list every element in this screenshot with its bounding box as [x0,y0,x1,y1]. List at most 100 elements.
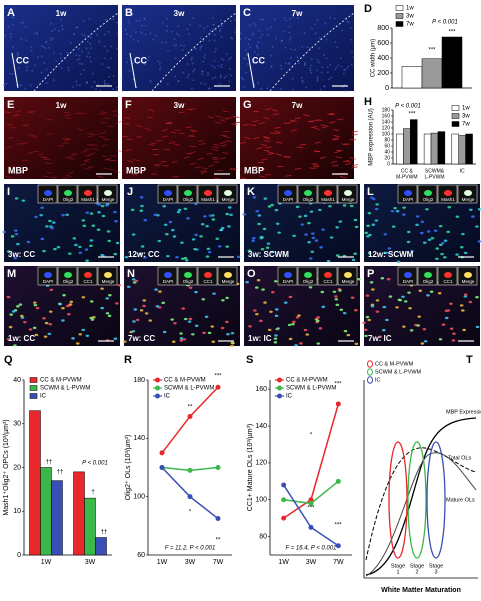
cell [212,292,216,295]
texture [319,37,321,39]
cell [353,218,358,222]
cell [295,205,300,209]
texture [334,68,337,71]
texture [49,37,52,39]
cell [131,278,136,281]
bar [396,133,404,165]
texture [144,127,151,131]
texture [87,52,90,55]
y-tick-label: 160 [382,113,391,119]
texture [310,64,312,67]
panel-label: 3w [174,101,185,110]
y-tick-label: 120 [255,460,267,467]
texture [28,134,35,137]
panel-label: 1w: CC [8,334,35,343]
texture [219,76,222,79]
texture [263,137,270,139]
legend-swatch [395,21,404,27]
cell [143,218,148,222]
texture [310,72,313,74]
cell [446,230,450,234]
texture [123,123,131,125]
texture [189,129,196,132]
texture [241,177,248,180]
cell [188,286,193,289]
texture [214,121,221,124]
cell [58,303,63,306]
texture [175,32,178,35]
texture [171,161,178,163]
cell [332,290,337,293]
texture [144,57,147,60]
inset-label: Olig2 [423,197,434,202]
texture [301,79,304,82]
texture [330,76,333,79]
y-axis-label: Mash1⁺Olig2⁺ OPCs (10³/µm³) [3,419,10,515]
texture [149,79,152,82]
annotation: †† [46,460,53,466]
texture [185,126,192,129]
cell [42,249,46,253]
legend-swatch [367,376,373,384]
texture [251,33,254,36]
cell [226,333,230,336]
cell [468,300,473,304]
texture [173,38,176,41]
texture [277,165,284,168]
panel-letter: K [247,186,255,198]
cell [308,286,313,289]
inset-label: Merge [342,279,355,284]
cell [407,291,411,294]
texture [343,83,346,86]
cell [194,233,198,237]
cell [291,322,295,326]
cell [475,225,479,228]
texture [46,118,53,121]
texture [209,29,212,32]
texture [323,85,326,88]
texture [270,65,273,68]
texture [320,124,327,127]
image-panel: C 7w CC [239,5,355,92]
texture [108,67,111,69]
texture [110,154,117,158]
cell [142,299,147,302]
cell [107,314,112,318]
cell [339,308,344,311]
texture [11,46,14,49]
texture [288,25,291,28]
panel-label: MBP [244,165,264,175]
inset-label: CC1 [443,279,452,284]
bar [40,467,52,556]
inset-label: DAPI [163,279,174,284]
cell [48,323,53,326]
cell [455,253,459,256]
texture [186,76,189,78]
panel-label: 3w: SCWM [248,250,289,259]
texture [257,41,260,44]
cell [274,308,279,311]
cell [78,251,83,254]
cell [265,246,270,249]
point [187,467,193,473]
texture [201,167,208,169]
legend-swatch [277,393,282,399]
cell [382,305,387,309]
cell [171,228,175,232]
texture [5,175,12,179]
y-tick-label: 0 [385,85,389,92]
texture [246,63,249,65]
texture [313,164,320,167]
cell [144,312,149,315]
texture [292,16,295,18]
texture [29,84,32,87]
cell [96,228,101,231]
texture [308,120,315,122]
cell [410,249,414,253]
texture [250,124,257,126]
texture [213,33,216,36]
texture [219,141,227,145]
inset-cell [444,190,452,196]
texture [351,51,353,54]
legend-swatch [277,377,282,383]
